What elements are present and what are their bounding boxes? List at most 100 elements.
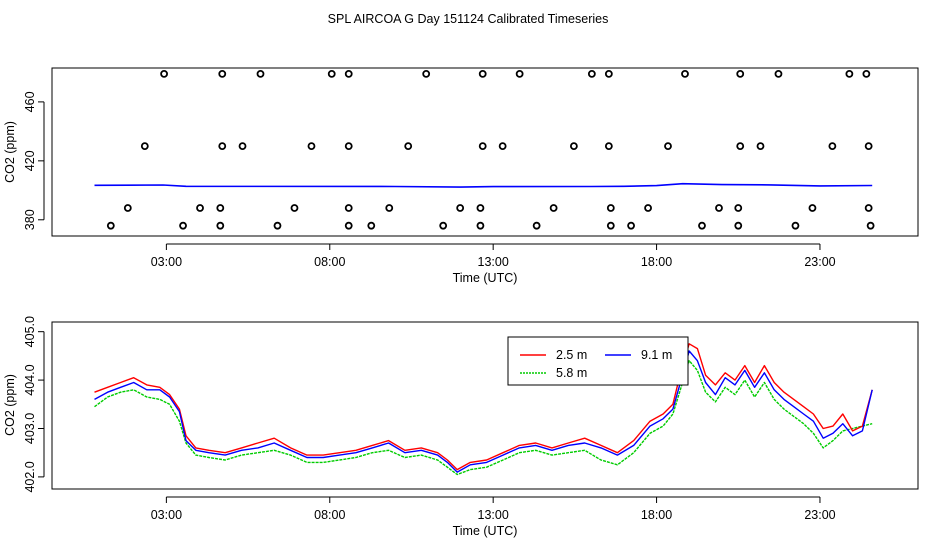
figure-title: SPL AIRCOA G Day 151124 Calibrated Times… xyxy=(328,12,609,26)
calibration-point xyxy=(307,142,316,151)
legend: 2.5 m 9.1 m 5.8 m xyxy=(507,336,689,386)
calibration-point xyxy=(422,69,431,78)
series-line-2-5-m xyxy=(94,343,873,471)
calibration-point xyxy=(604,69,613,78)
calibration-point xyxy=(179,221,187,230)
calibration-point xyxy=(218,142,227,151)
calibration-point xyxy=(367,221,376,230)
calibration-point xyxy=(569,142,578,151)
calibration-point xyxy=(160,69,168,78)
calibration-point xyxy=(864,142,873,151)
x-tick-label: 13:00 xyxy=(478,255,509,269)
y-tick-label: 405.0 xyxy=(23,316,37,347)
x-tick-label: 13:00 xyxy=(478,508,509,522)
x-tick-label: 03:00 xyxy=(151,255,182,269)
x-tick-label: 23:00 xyxy=(804,508,835,522)
bottom-x-axis: 03:00 08:00 13:00 18:00 23:00 xyxy=(151,496,836,522)
calibration-point xyxy=(866,221,875,230)
top-y-axis: 380 420 460 xyxy=(23,91,45,230)
top-y-axis-label: CO2 (ppm) xyxy=(3,121,17,183)
calibration-point xyxy=(734,221,743,230)
calibration-point xyxy=(715,204,723,212)
calibration-point xyxy=(532,221,541,230)
calibration-point xyxy=(439,221,448,230)
calibration-point xyxy=(515,69,524,78)
calibration-point xyxy=(273,221,282,230)
calibration-point xyxy=(216,221,225,230)
calibration-point xyxy=(627,221,635,230)
calibration-point xyxy=(644,204,652,212)
calibration-point xyxy=(808,204,817,212)
x-tick-label: 08:00 xyxy=(314,255,345,269)
calibration-point xyxy=(404,142,413,151)
calibration-point xyxy=(327,69,336,78)
calibration-point xyxy=(606,204,615,212)
series-line-5-8-m xyxy=(94,360,873,476)
calibration-point xyxy=(498,142,507,151)
calibration-point xyxy=(344,204,353,212)
series-line-9-1m xyxy=(94,182,873,188)
calibration-point xyxy=(862,69,871,78)
y-tick-label: 404.0 xyxy=(23,364,37,395)
bottom-plot-frame xyxy=(51,321,919,490)
calibration-point xyxy=(216,204,225,212)
calibration-point xyxy=(478,69,487,78)
bottom-panel: 03:00 08:00 13:00 18:00 23:00 402.0 403.0 404.… xyxy=(3,316,919,538)
top-panel: 03:00 08:00 13:00 18:00 23:00 380 420 460 Time… xyxy=(3,67,919,285)
bottom-y-axis: 402.0 403.0 404.0 405.0 xyxy=(23,316,45,493)
calibration-point xyxy=(218,69,227,78)
calibration-point xyxy=(736,69,745,78)
legend-box xyxy=(507,336,689,386)
calibration-point xyxy=(238,142,247,151)
x-tick-label: 08:00 xyxy=(314,508,345,522)
calibration-point xyxy=(774,69,783,78)
legend-label-5-8m: 5.8 m xyxy=(556,366,587,380)
legend-label-9-1m: 9.1 m xyxy=(641,348,672,362)
calibration-point xyxy=(549,204,558,212)
calibration-point xyxy=(736,142,745,151)
calibration-point xyxy=(385,204,394,212)
calibration-point xyxy=(476,221,485,230)
x-tick-label: 18:00 xyxy=(641,255,672,269)
calibration-point xyxy=(344,69,353,78)
top-x-axis-label: Time (UTC) xyxy=(453,271,518,285)
y-tick-label: 460 xyxy=(23,91,37,112)
calibration-point xyxy=(606,221,615,230)
y-tick-label: 380 xyxy=(23,209,37,230)
calibration-point xyxy=(256,69,265,78)
calibration-point xyxy=(344,221,353,230)
bottom-y-axis-label: CO2 (ppm) xyxy=(3,374,17,436)
calibration-point xyxy=(791,221,800,230)
calibration-point xyxy=(828,142,837,151)
series-line-9-1-m xyxy=(94,350,873,473)
top-x-axis: 03:00 08:00 13:00 18:00 23:00 xyxy=(151,243,836,269)
calibration-point xyxy=(604,142,613,151)
calibration-point xyxy=(698,221,706,230)
calibration-point xyxy=(196,204,204,212)
calibration-point xyxy=(845,69,854,78)
y-tick-label: 403.0 xyxy=(23,413,37,444)
bottom-plot-area xyxy=(94,343,873,476)
calibration-point xyxy=(344,142,353,151)
calibration-point xyxy=(681,69,689,78)
calibration-point xyxy=(140,142,149,151)
calibration-point xyxy=(123,204,132,212)
calibration-point xyxy=(864,204,873,212)
legend-label-2-5m: 2.5 m xyxy=(556,348,587,362)
calibration-point xyxy=(290,204,299,212)
calibration-point xyxy=(478,142,487,151)
bottom-x-axis-label: Time (UTC) xyxy=(453,524,518,538)
x-tick-label: 03:00 xyxy=(151,508,182,522)
y-tick-label: 420 xyxy=(23,150,37,171)
x-tick-label: 18:00 xyxy=(641,508,672,522)
calibration-point xyxy=(587,69,596,78)
calibration-point xyxy=(456,204,465,212)
calibration-point xyxy=(476,204,485,212)
calibration-point xyxy=(756,142,765,151)
calibration-point xyxy=(664,142,672,151)
calibration-point xyxy=(106,221,115,230)
calibration-point xyxy=(734,204,743,212)
top-plot-frame xyxy=(51,67,919,237)
top-plot-area xyxy=(94,69,875,230)
